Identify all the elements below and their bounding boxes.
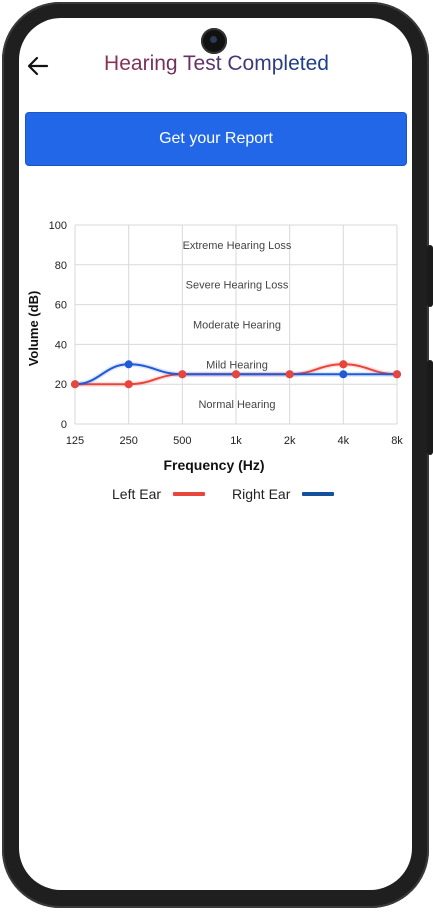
chart-legend: Left Ear Right Ear bbox=[0, 486, 433, 506]
back-button[interactable] bbox=[24, 50, 52, 82]
data-point-left-ear bbox=[178, 370, 187, 379]
hearing-chart: 0 20 40 60 80 100 125 250 500 1k 2k 4k 8k Extreme Hea… bbox=[26, 220, 403, 473]
y-tick-label: 80 bbox=[55, 260, 67, 272]
band-label: Severe Hearing Loss bbox=[186, 280, 289, 292]
y-tick-label: 60 bbox=[55, 300, 67, 312]
power-button bbox=[427, 360, 433, 455]
legend-right-label: Right Ear bbox=[232, 486, 291, 502]
page-title: Hearing Test Completed bbox=[60, 52, 373, 76]
data-point-left-ear bbox=[71, 380, 79, 389]
x-axis-label: Frequency (Hz) bbox=[163, 457, 264, 473]
data-point-left-ear bbox=[285, 370, 294, 379]
y-tick-label: 0 bbox=[61, 419, 67, 431]
data-point-right-ear bbox=[339, 370, 348, 379]
data-point-left-ear bbox=[124, 380, 133, 389]
x-tick-label: 1k bbox=[230, 435, 242, 447]
x-tick-label: 250 bbox=[119, 435, 137, 447]
y-tick-label: 20 bbox=[55, 379, 67, 391]
legend-left-ear: Left Ear bbox=[112, 486, 206, 502]
y-axis-label: Volume (dB) bbox=[26, 291, 41, 367]
arrow-left-icon bbox=[27, 56, 49, 76]
front-camera bbox=[201, 28, 227, 54]
y-tick-label: 40 bbox=[55, 339, 67, 351]
legend-right-ear: Right Ear bbox=[232, 486, 335, 502]
x-tick-label: 125 bbox=[66, 435, 84, 447]
data-point-right-ear bbox=[124, 360, 133, 369]
x-tick-label: 4k bbox=[338, 435, 350, 447]
legend-left-label: Left Ear bbox=[112, 486, 162, 502]
x-tick-label: 8k bbox=[391, 435, 403, 447]
x-tick-label: 500 bbox=[173, 435, 191, 447]
data-point-left-ear bbox=[393, 370, 401, 379]
volume-button bbox=[427, 245, 433, 307]
band-label: Mild Hearing bbox=[206, 359, 268, 371]
data-point-left-ear bbox=[232, 370, 240, 379]
band-label: Normal Hearing bbox=[198, 399, 275, 411]
band-label: Moderate Hearing bbox=[193, 320, 281, 332]
data-point-left-ear bbox=[339, 360, 348, 369]
legend-left-swatch bbox=[173, 492, 206, 496]
x-tick-label: 2k bbox=[284, 435, 296, 447]
get-report-button[interactable]: Get your Report bbox=[25, 112, 407, 166]
band-label: Extreme Hearing Loss bbox=[183, 240, 292, 252]
legend-right-swatch bbox=[302, 492, 335, 496]
y-tick-label: 100 bbox=[49, 220, 67, 232]
